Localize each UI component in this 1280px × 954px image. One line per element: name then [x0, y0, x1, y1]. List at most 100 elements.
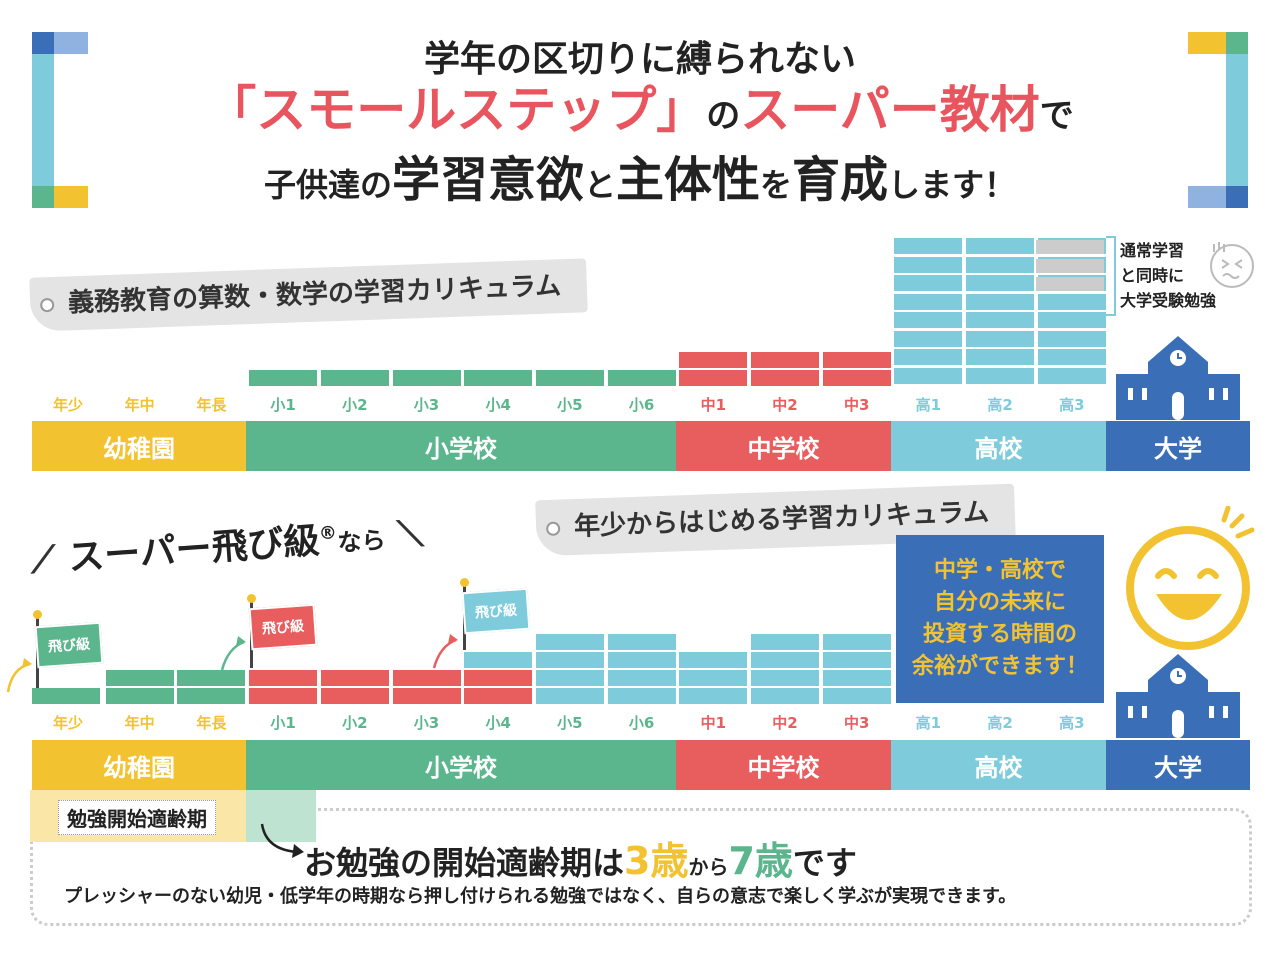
grade-label: 小6 [628, 714, 655, 732]
curriculum-block [966, 330, 1035, 347]
curriculum-block [1037, 349, 1106, 365]
age-3: 3歳 [624, 839, 689, 883]
grade-label: 小5 [557, 396, 583, 414]
side-note: 通常学習 と同時に 大学受験勉強 [1120, 241, 1217, 310]
curriculum-block [1037, 293, 1106, 310]
curriculum-block [607, 634, 676, 650]
curriculum-block [535, 634, 604, 650]
curriculum-block [249, 688, 318, 704]
grade-label: 小1 [270, 396, 296, 414]
curriculum-block [320, 670, 389, 686]
school-segment: 中学校 [676, 421, 891, 471]
curriculum-block [894, 293, 963, 310]
headline-line1: 学年の区切りに縛られない [423, 39, 856, 80]
curriculum-block [966, 312, 1035, 328]
grade-label: 小3 [413, 714, 440, 732]
grade-label: 小2 [342, 714, 368, 732]
curriculum-block [966, 293, 1035, 310]
curriculum-block [105, 670, 174, 686]
curriculum-block [894, 275, 963, 291]
curriculum-block [894, 312, 963, 328]
label-dot-icon [39, 297, 55, 312]
label-dot-icon [545, 521, 561, 536]
grade-label: 年長 [196, 396, 227, 414]
curriculum-block [535, 670, 604, 686]
grade-label: 小2 [342, 396, 368, 414]
age-tag: 勉強開始適齢期 [58, 800, 216, 835]
school-segment: 高校 [891, 421, 1106, 471]
curriculum-block [392, 670, 461, 686]
curriculum-block [1036, 277, 1104, 291]
grade-label: 中3 [843, 714, 870, 732]
curriculum-block [535, 688, 604, 704]
grade-label: 中1 [700, 714, 727, 732]
school-segment: 幼稚園 [32, 421, 246, 471]
school-segment: 小学校 [246, 740, 676, 790]
grade-label: 高2 [987, 396, 1013, 414]
curriculum-block [535, 370, 604, 386]
curriculum-block [177, 670, 246, 686]
curriculum-block [966, 367, 1035, 384]
grade-label: 小4 [485, 714, 511, 732]
curriculum-block [822, 670, 891, 686]
curriculum-block [822, 634, 891, 650]
curriculum-block [751, 370, 819, 386]
grade-label: 小5 [557, 714, 583, 732]
school-segment: 大学 [1106, 421, 1250, 471]
curriculum-block [607, 652, 676, 668]
curriculum-block [679, 670, 748, 686]
grade-label: 小3 [413, 396, 440, 414]
university-building-icon [1116, 654, 1240, 738]
curriculum-block [966, 238, 1035, 254]
curriculum-block [966, 256, 1035, 273]
curriculum-block [1037, 367, 1106, 384]
headline-super-material: スーパー教材 [740, 81, 1040, 139]
curriculum-block [679, 688, 748, 704]
age-info-box [30, 808, 1252, 926]
curriculum-block [679, 352, 748, 368]
grade-label: 小1 [270, 714, 296, 732]
skip-arrows [6, 634, 458, 693]
curriculum-block [751, 652, 819, 668]
flag-knob [33, 610, 42, 619]
curriculum-block [751, 634, 819, 650]
curriculum-block [822, 652, 891, 668]
curriculum-block [751, 670, 819, 686]
curriculum-block [1037, 312, 1106, 328]
curriculum-block [32, 688, 100, 704]
curriculum-block [249, 670, 318, 686]
curriculum-block [392, 370, 461, 386]
curriculum-block [177, 688, 246, 704]
headline-small-step: 「スモールステップ」 [206, 81, 707, 139]
curriculum-block [105, 688, 174, 704]
top-curriculum-label: 義務教育の算数・数学の学習カリキュラム [29, 258, 589, 332]
age-arrow-icon [260, 823, 304, 858]
curriculum-block [679, 370, 748, 386]
grade-label: 高1 [915, 714, 942, 732]
grade-label: 高2 [987, 714, 1013, 732]
flag-knob [460, 578, 469, 587]
grade-label: 年少 [52, 396, 83, 414]
curriculum-block [822, 352, 891, 368]
curriculum-block [392, 688, 461, 704]
curriculum-block [464, 370, 533, 386]
school-segment: 中学校 [676, 740, 891, 790]
stressed-face-icon [1210, 242, 1254, 288]
grade-label: 年長 [196, 714, 227, 732]
side-note-bracket [1106, 236, 1116, 316]
curriculum-block [1036, 258, 1104, 273]
curriculum-block [607, 370, 676, 386]
grade-label: 中2 [772, 396, 798, 414]
grade-label: 高3 [1059, 396, 1085, 414]
curriculum-block [1037, 330, 1106, 347]
smiley-face-icon [1126, 506, 1255, 650]
age-main-text: お勉強の開始適齢期は3歳から7歳です [304, 839, 857, 883]
grade-label: 高1 [915, 396, 942, 414]
curriculum-block [894, 367, 963, 384]
curriculum-block [464, 652, 533, 668]
curriculum-block [320, 688, 389, 704]
curriculum-block [966, 349, 1035, 365]
curriculum-block [822, 370, 891, 386]
super-skip-title: ⟋ スーパー飛び級®なら ⟍ [29, 513, 425, 582]
university-building-icon [1116, 336, 1240, 420]
